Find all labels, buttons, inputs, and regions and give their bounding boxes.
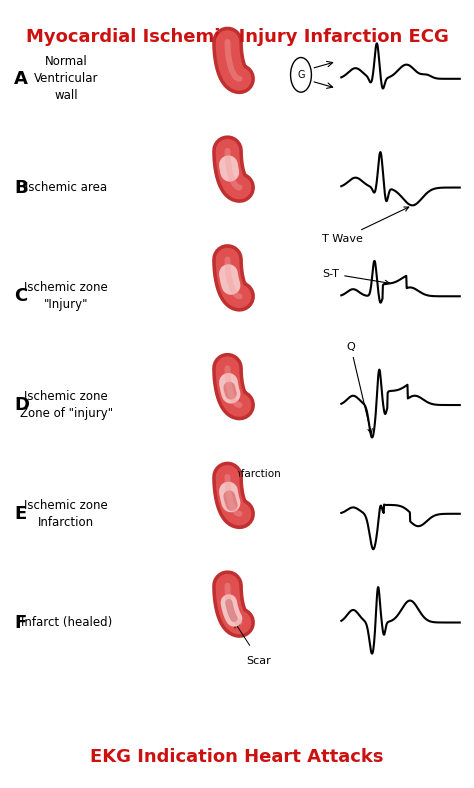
Text: Infarction: Infarction [231, 469, 281, 479]
Text: A: A [14, 70, 28, 87]
Text: EKG Indication Heart Attacks: EKG Indication Heart Attacks [90, 748, 384, 766]
Text: G: G [297, 70, 305, 80]
Text: Ischemic zone
Infarction: Ischemic zone Infarction [25, 499, 108, 529]
Text: Q: Q [346, 342, 372, 433]
Text: Scar: Scar [246, 656, 271, 666]
Text: T Wave: T Wave [322, 207, 409, 243]
Text: Ischemic zone
Zone of "injury": Ischemic zone Zone of "injury" [20, 390, 113, 420]
Text: Infarct (healed): Infarct (healed) [21, 616, 112, 629]
Text: B: B [14, 179, 28, 196]
Text: D: D [14, 396, 29, 414]
Text: F: F [14, 614, 27, 631]
Text: E: E [14, 505, 27, 522]
Text: Normal
Ventricular
wall: Normal Ventricular wall [34, 55, 99, 102]
Text: Ischemic zone
"Injury": Ischemic zone "Injury" [25, 281, 108, 311]
Text: S-T: S-T [322, 269, 390, 284]
Text: Myocardial Ischemia Injury Infarction ECG: Myocardial Ischemia Injury Infarction EC… [26, 28, 448, 46]
Text: Ischemic area: Ischemic area [25, 181, 108, 194]
Text: C: C [14, 288, 27, 305]
